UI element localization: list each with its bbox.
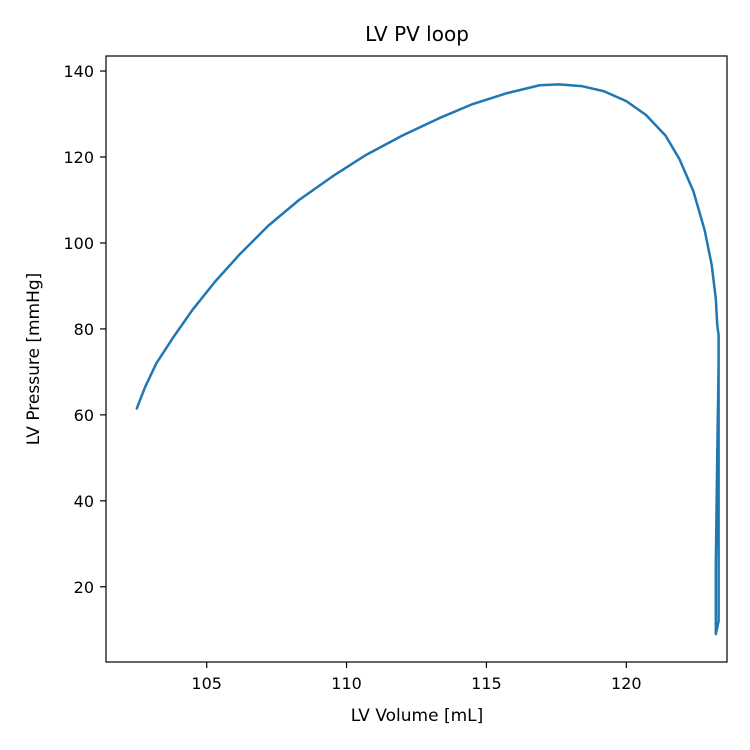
y-axis: 20 40 60 80 100 120 140	[63, 62, 106, 597]
y-tick-label: 140	[63, 62, 94, 81]
x-tick-label: 120	[611, 674, 642, 693]
y-tick-label: 80	[74, 320, 94, 339]
y-tick-label: 40	[74, 492, 94, 511]
y-axis-label: LV Pressure [mmHg]	[24, 273, 44, 446]
y-tick-label: 120	[63, 148, 94, 167]
x-axis: 105 110 115 120	[191, 662, 642, 693]
y-tick-label: 60	[74, 406, 94, 425]
y-tick-label: 20	[74, 578, 94, 597]
chart-title: LV PV loop	[365, 22, 469, 46]
x-tick-label: 115	[471, 674, 502, 693]
plot-area	[135, 83, 720, 636]
y-tick-label: 100	[63, 234, 94, 253]
plot-frame	[105, 55, 728, 663]
x-tick-label: 110	[331, 674, 362, 693]
x-tick-label: 105	[191, 674, 222, 693]
x-axis-label: LV Volume [mL]	[351, 706, 484, 726]
pv-loop-line	[135, 83, 720, 636]
